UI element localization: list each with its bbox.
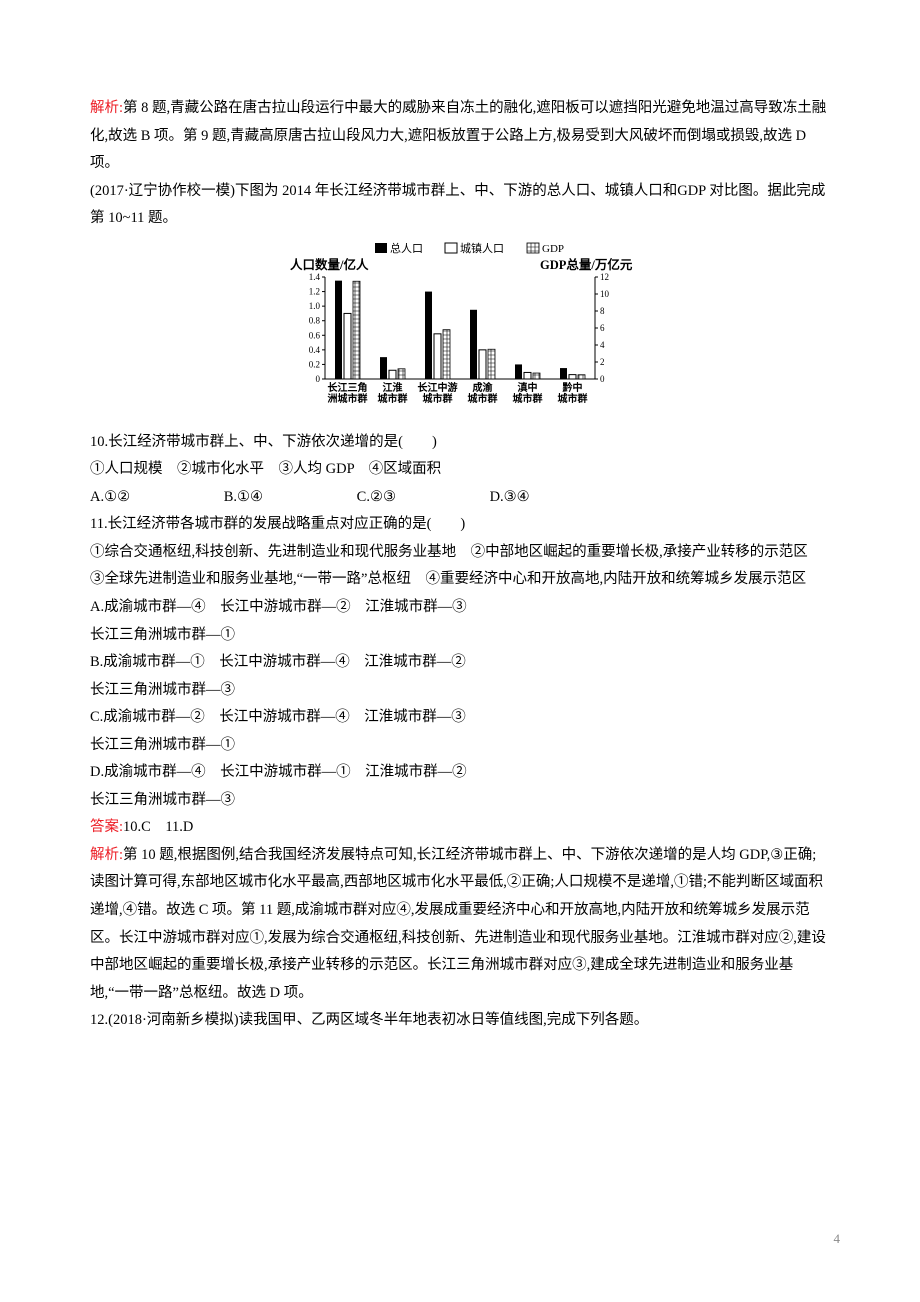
- q11-items: ①综合交通枢纽,科技创新、先进制造业和现代服务业基地 ②中部地区崛起的重要增长极…: [90, 539, 830, 594]
- q11-option-d-line1: D.成渝城市群—④ 长江中游城市群—① 江淮城市群—②: [90, 759, 830, 787]
- svg-text:城市群: 城市群: [468, 392, 498, 405]
- q12-stem: 12.(2018·河南新乡模拟)读我国甲、乙两区域冬半年地表初冰日等值线图,完成…: [90, 1007, 830, 1035]
- answer-label: 答案:: [90, 819, 123, 835]
- q10-option-b: B.①④: [224, 484, 263, 512]
- q10-stem: 10.长江经济带城市群上、中、下游依次递增的是( ): [90, 429, 830, 457]
- svg-text:城市群: 城市群: [378, 392, 408, 405]
- svg-text:1.4: 1.4: [309, 272, 321, 282]
- svg-text:6: 6: [600, 323, 605, 333]
- stem-context: (2017·辽宁协作校一模)下图为 2014 年长江经济带城市群上、中、下游的总…: [90, 178, 830, 233]
- svg-text:成渝: 成渝: [473, 381, 494, 394]
- q10-option-d: D.③④: [490, 484, 530, 512]
- svg-text:滇中: 滇中: [518, 381, 538, 394]
- svg-text:0: 0: [600, 374, 605, 384]
- svg-text:GDP总量/万亿元: GDP总量/万亿元: [540, 257, 633, 272]
- analysis-label-2: 解析:: [90, 847, 123, 863]
- q10-options: A.①② B.①④ C.②③ D.③④: [90, 484, 830, 512]
- svg-text:江淮: 江淮: [383, 381, 403, 394]
- svg-text:0.4: 0.4: [309, 345, 321, 355]
- svg-text:4: 4: [600, 340, 605, 350]
- svg-text:洲城市群: 洲城市群: [328, 392, 368, 405]
- q11-option-a-line1: A.成渝城市群—④ 长江中游城市群—② 江淮城市群—③: [90, 594, 830, 622]
- q11-option-b-line2: 长江三角洲城市群—③: [90, 677, 830, 705]
- svg-text:12: 12: [600, 272, 609, 282]
- answer-line: 答案:10.C 11.D: [90, 814, 830, 842]
- answer-body: 10.C 11.D: [123, 819, 193, 835]
- svg-text:总人口: 总人口: [390, 241, 423, 255]
- svg-text:城市群: 城市群: [423, 392, 453, 405]
- bar-chart: 总人口 城镇人口 GDP 人口数量/亿人 GDP总量/万亿元 0 0.2 0.4 0.6 0.8 1…: [275, 239, 645, 419]
- svg-text:城镇人口: 城镇人口: [460, 241, 504, 255]
- svg-text:人口数量/亿人: 人口数量/亿人: [290, 257, 369, 272]
- svg-text:0.8: 0.8: [309, 315, 321, 325]
- svg-text:城市群: 城市群: [513, 392, 543, 405]
- q11-option-a-line2: 长江三角洲城市群—①: [90, 622, 830, 650]
- svg-text:GDP: GDP: [542, 243, 564, 255]
- q10-option-c: C.②③: [357, 484, 396, 512]
- svg-text:1.2: 1.2: [309, 286, 320, 296]
- analysis-para-1: 解析:第 8 题,青藏公路在唐古拉山段运行中最大的威胁来自冻土的融化,遮阳板可以…: [90, 95, 830, 178]
- svg-text:黔中: 黔中: [563, 381, 583, 394]
- svg-text:0.2: 0.2: [309, 359, 320, 369]
- svg-text:0.6: 0.6: [309, 330, 321, 340]
- analysis-para-2: 解析:第 10 题,根据图例,结合我国经济发展特点可知,长江经济带城市群上、中、…: [90, 842, 830, 1007]
- q10-items: ①人口规模 ②城市化水平 ③人均 GDP ④区域面积: [90, 456, 830, 484]
- svg-text:2: 2: [600, 357, 605, 367]
- analysis-label-1: 解析:: [90, 100, 123, 116]
- analysis-body-2: 第 10 题,根据图例,结合我国经济发展特点可知,长江经济带城市群上、中、下游依…: [90, 847, 826, 1001]
- chart-container: 总人口 城镇人口 GDP 人口数量/亿人 GDP总量/万亿元 0 0.2 0.4 0.6 0.8 1…: [90, 239, 830, 419]
- q10-option-a: A.①②: [90, 484, 130, 512]
- svg-text:0: 0: [316, 374, 321, 384]
- svg-text:长江中游: 长江中游: [418, 381, 458, 394]
- svg-text:城市群: 城市群: [558, 392, 588, 405]
- svg-text:长江三角: 长江三角: [328, 381, 368, 394]
- svg-text:1.0: 1.0: [309, 301, 321, 311]
- q11-option-b-line1: B.成渝城市群—① 长江中游城市群—④ 江淮城市群—②: [90, 649, 830, 677]
- q11-option-c-line2: 长江三角洲城市群—①: [90, 732, 830, 760]
- q11-option-c-line1: C.成渝城市群—② 长江中游城市群—④ 江淮城市群—③: [90, 704, 830, 732]
- q11-option-d-line2: 长江三角洲城市群—③: [90, 787, 830, 815]
- page-number: 4: [834, 1227, 841, 1252]
- svg-text:8: 8: [600, 306, 605, 316]
- q11-stem: 11.长江经济带各城市群的发展战略重点对应正确的是( ): [90, 511, 830, 539]
- analysis-body-1: 第 8 题,青藏公路在唐古拉山段运行中最大的威胁来自冻土的融化,遮阳板可以遮挡阳…: [90, 100, 826, 171]
- svg-text:10: 10: [600, 289, 610, 299]
